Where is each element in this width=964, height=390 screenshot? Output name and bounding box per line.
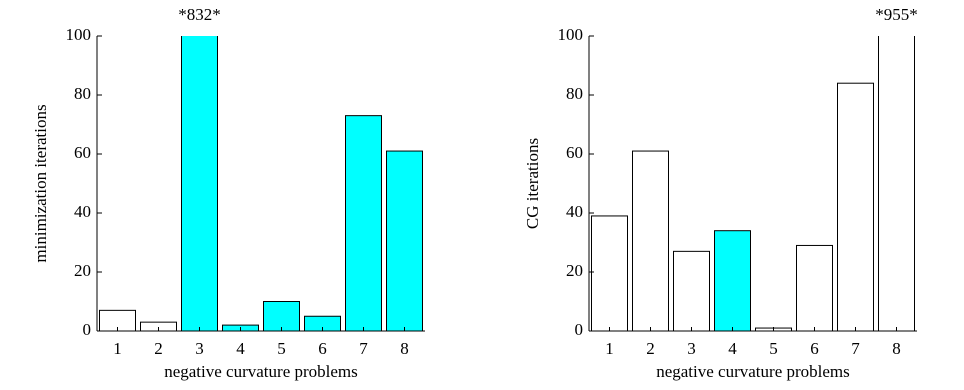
x-tick-label: 1 — [605, 339, 614, 358]
x-tick-label: 2 — [646, 339, 655, 358]
bar — [263, 301, 300, 331]
y-tick-label: 80 — [566, 84, 583, 103]
y-tick-label: 80 — [74, 84, 91, 103]
y-tick-label: 20 — [74, 261, 91, 280]
y-tick-label: 60 — [566, 143, 583, 162]
chart: 1 2 3 4 5 6 7 8 *955* 0 20 40 60 80 100 negative curvat… — [523, 5, 918, 381]
bar — [99, 309, 136, 331]
x-tick-label: 7 — [851, 339, 860, 358]
x-tick-label: 6 — [318, 339, 327, 358]
x-tick-label: 8 — [892, 339, 901, 358]
y-axis-label: CG iterations — [523, 138, 542, 229]
x-axis-label: negative curvature problems — [164, 362, 358, 381]
bar — [878, 36, 915, 331]
x-tick-label: 3 — [195, 339, 204, 358]
bar — [304, 315, 341, 331]
y-tick-label: 60 — [74, 143, 91, 162]
y-tick-label: 100 — [558, 25, 584, 44]
value-label: *955* — [875, 5, 918, 24]
y-tick-label: 0 — [575, 320, 584, 339]
bars — [591, 36, 915, 331]
x-tick-label: 4 — [236, 339, 245, 358]
y-tick-label: 40 — [74, 202, 91, 221]
bar — [837, 82, 874, 331]
bar — [345, 115, 382, 331]
bar — [591, 215, 628, 331]
bar — [181, 36, 218, 331]
x-tick-label: 7 — [359, 339, 368, 358]
x-tick-label: 8 — [400, 339, 409, 358]
y-tick-label: 20 — [566, 261, 583, 280]
y-tick-label: 100 — [66, 25, 92, 44]
bar — [386, 150, 423, 331]
x-tick-label: 1 — [113, 339, 122, 358]
x-tick-label: 3 — [687, 339, 696, 358]
bar — [673, 250, 710, 331]
x-tick-label: 2 — [154, 339, 163, 358]
bar — [714, 230, 751, 331]
bar — [632, 150, 669, 331]
y-axis-label: minimization iterations — [31, 104, 50, 262]
x-tick-label: 6 — [810, 339, 819, 358]
y-tick-label: 0 — [83, 320, 92, 339]
x-axis-label: negative curvature problems — [656, 362, 850, 381]
x-tick-label: 5 — [769, 339, 778, 358]
bars — [99, 36, 423, 331]
x-tick-label: 4 — [728, 339, 737, 358]
x-tick-label: 5 — [277, 339, 286, 358]
y-tick-label: 40 — [566, 202, 583, 221]
bar — [796, 244, 833, 331]
value-label: *832* — [178, 5, 221, 24]
